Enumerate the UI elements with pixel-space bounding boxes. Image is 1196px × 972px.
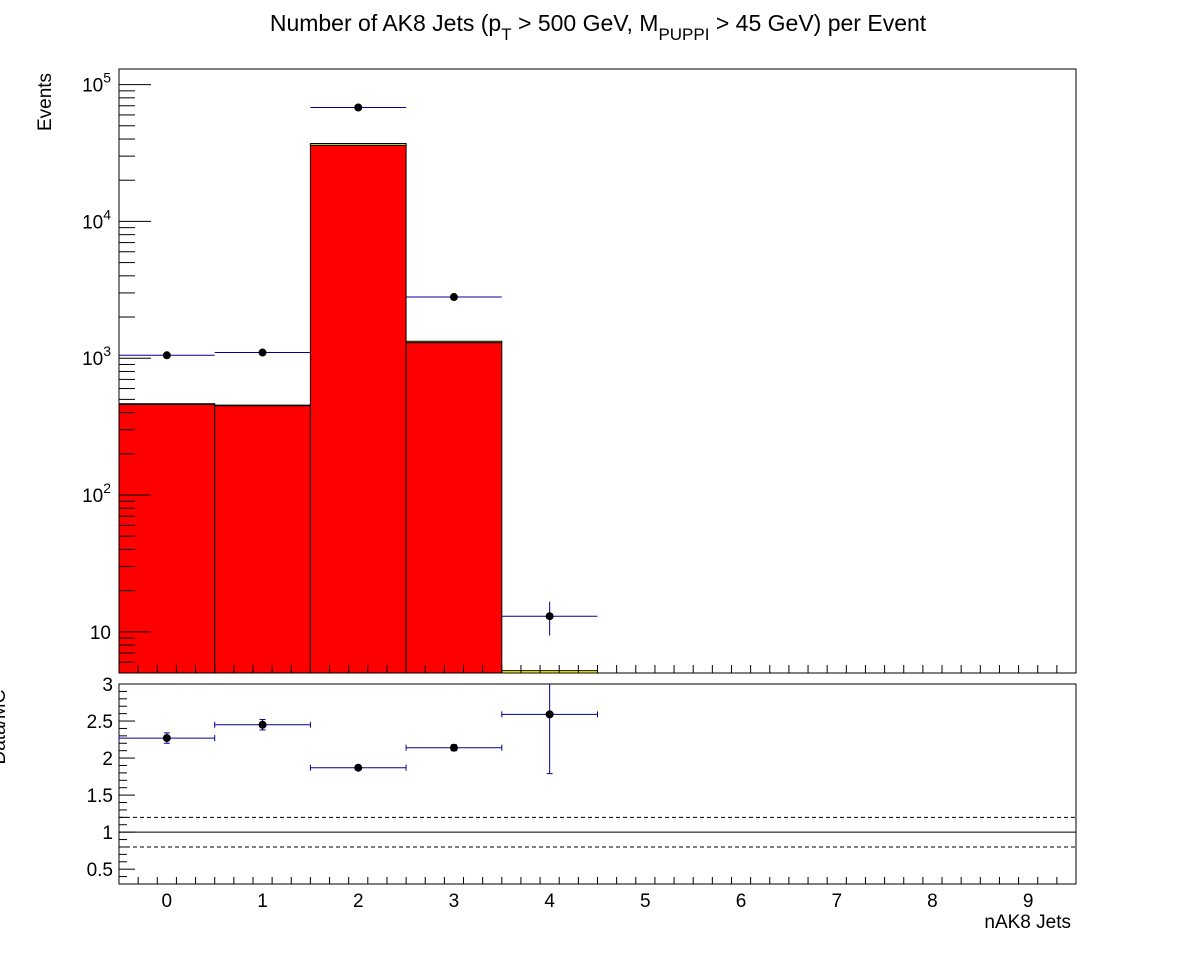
y-tick-label-4: 105 xyxy=(82,70,111,97)
stack-bar-0-2 xyxy=(309,144,407,674)
x-tick-label-7: 7 xyxy=(831,891,842,912)
x-tick-label-4: 4 xyxy=(544,891,555,912)
x-tick-label-3: 3 xyxy=(449,891,460,912)
x-tick-label-0: 0 xyxy=(162,891,173,912)
y-tick-label-3: 104 xyxy=(82,206,111,233)
chart-title: Number of AK8 Jets (pT > 500 GeV, MPUPPI… xyxy=(269,10,927,44)
y-tick-label-0: 10 xyxy=(90,623,111,644)
data-point-0 xyxy=(162,351,171,360)
x-tick-label-1: 1 xyxy=(257,891,268,912)
x-tick-label-6: 6 xyxy=(736,891,747,912)
stack-bar-1-0 xyxy=(118,403,216,405)
stack-bar-1-1 xyxy=(214,404,311,407)
ratio-plot-area: 0.5 1 1.5 2 2.5 3 0 1 2 3 4 5 6 7 8 9 xyxy=(87,675,1077,912)
x-tick-label-5: 5 xyxy=(640,891,651,912)
y-tick-label-2: 103 xyxy=(82,343,111,370)
ratio-y-tick-label-4: 2.5 xyxy=(87,712,113,733)
data-point-4 xyxy=(545,612,554,621)
ratio-y-tick-label-2: 1.5 xyxy=(87,786,113,807)
ratio-point-4 xyxy=(545,710,554,719)
stack-bar-1-3 xyxy=(405,340,503,344)
stack-bar-0-3 xyxy=(405,342,503,674)
x-tick-label-2: 2 xyxy=(353,891,364,912)
data-point-3 xyxy=(449,293,458,302)
ratio-point-0 xyxy=(162,734,171,743)
stack-bar-1-2 xyxy=(309,143,407,146)
stack-bar-0-0 xyxy=(118,403,216,674)
ratio-point-3 xyxy=(449,743,458,752)
ratio-point-1 xyxy=(258,720,267,729)
data-point-1 xyxy=(258,348,267,357)
ratio-point-2 xyxy=(354,763,363,772)
stack-bar-0-1 xyxy=(214,405,311,674)
top-plot-area: 10 102 103 104 105 xyxy=(82,68,1077,674)
data-point-2 xyxy=(354,103,363,112)
y-tick-label-1: 102 xyxy=(82,480,111,507)
ratio-y-tick-label-0: 0.5 xyxy=(87,860,113,881)
x-axis-label: nAK8 Jets xyxy=(984,912,1071,933)
x-tick-label-9: 9 xyxy=(1023,891,1034,912)
x-tick-label-8: 8 xyxy=(927,891,938,912)
ratio-y-tick-label-5: 3 xyxy=(102,675,113,696)
ratio-y-tick-label-3: 2 xyxy=(102,749,113,770)
ratio-y-tick-label-1: 1 xyxy=(102,823,113,844)
